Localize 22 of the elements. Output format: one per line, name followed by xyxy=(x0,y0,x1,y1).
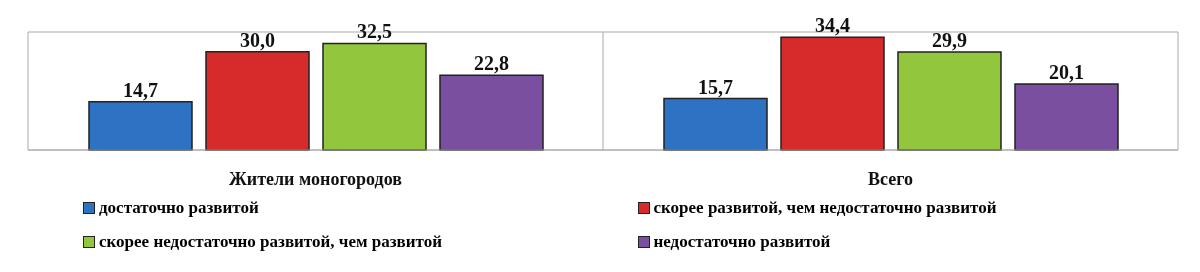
x-tick-label: Всего xyxy=(868,168,913,189)
data-label: 20,1 xyxy=(1049,61,1084,84)
data-label: 22,8 xyxy=(474,52,509,75)
data-label: 14,7 xyxy=(123,78,158,101)
bar xyxy=(88,101,193,151)
data-label: 32,5 xyxy=(357,20,392,43)
bar xyxy=(322,42,427,151)
data-label: 34,4 xyxy=(815,14,850,37)
bar xyxy=(205,50,310,151)
bar xyxy=(897,51,1002,151)
legend-label: скорее недостаточно развитой, чем развитой xyxy=(99,232,442,252)
legend-label: скорее развитой, чем недостаточно развитой xyxy=(653,198,997,218)
data-label: 15,7 xyxy=(698,75,733,98)
legend-label: достаточно развитой xyxy=(99,198,259,218)
bar xyxy=(780,36,885,151)
bar xyxy=(439,74,544,151)
data-label: 29,9 xyxy=(932,28,967,51)
bar xyxy=(663,97,768,151)
x-tick-label: Жители моногородов xyxy=(229,168,403,189)
bar xyxy=(1014,83,1119,151)
legend-label: недостаточно развитой xyxy=(653,232,831,252)
data-label: 30,0 xyxy=(240,28,275,51)
